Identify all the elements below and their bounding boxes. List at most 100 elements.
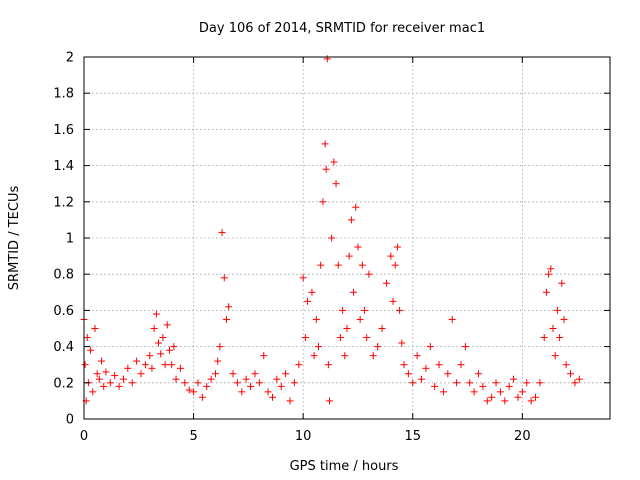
data-point [470,388,478,396]
data-point [400,361,408,369]
data-point [304,297,312,305]
x-tick-label: 20 [514,429,531,444]
data-point [111,372,119,380]
data-point [286,397,294,405]
x-axis-label: GPS time / hours [290,459,399,474]
data-point [207,375,215,383]
x-tick-label: 15 [404,429,421,444]
data-point [119,375,127,383]
data-point [343,325,351,332]
data-point [409,379,417,387]
data-point [89,388,97,396]
data-point [510,375,518,383]
data-point [155,339,163,347]
data-point [365,270,373,278]
data-point [350,288,358,296]
data-point [466,379,474,387]
data-point [319,198,327,206]
data-point [361,306,369,314]
y-tick-label: 0 [66,413,74,428]
data-point [439,388,447,396]
data-point [146,352,154,360]
x-tick-label: 5 [189,429,197,444]
data-point [322,165,330,173]
data-point [214,357,222,365]
data-point [124,364,132,372]
data-point [323,55,331,63]
data-point [229,370,237,378]
data-point [347,216,355,224]
data-point [172,375,180,383]
data-point [387,252,395,260]
data-point [431,382,439,390]
data-point [369,352,377,360]
data-point [233,379,241,387]
data-point [203,382,211,390]
data-point [479,382,487,390]
data-point [345,252,353,260]
data-point [562,361,570,369]
data-point [181,379,189,387]
data-point [321,140,329,148]
y-tick-label: 0.4 [53,340,74,355]
data-point [545,270,553,278]
data-point [251,370,259,378]
data-point [527,397,535,405]
data-point [514,393,522,401]
data-point [571,379,579,387]
data-point [531,393,539,401]
data-point [339,306,347,314]
data-point [255,379,263,387]
data-point [315,343,323,351]
data-point [382,279,390,287]
data-point [301,334,309,342]
data-point [556,334,564,342]
data-point [352,203,360,211]
data-point [98,357,106,365]
data-point [91,325,99,332]
y-tick-label: 0.6 [53,304,74,319]
data-point [277,382,285,390]
x-tick-label: 0 [80,429,88,444]
data-point [483,397,491,405]
data-point [461,343,469,351]
data-point [238,388,246,396]
data-point [225,303,233,311]
data-point [247,382,255,390]
data-point [150,325,158,332]
data-point [148,364,156,372]
data-point [378,325,386,332]
data-point [457,361,465,369]
data-point [198,393,206,401]
data-point [426,343,434,351]
data-point [273,375,281,383]
data-point [501,397,509,405]
data-point [220,274,228,282]
data-point [492,379,500,387]
data-point [363,334,371,342]
data-point [185,386,193,394]
data-point [218,229,226,237]
data-point [282,370,290,378]
data-point [133,357,141,365]
data-point [396,306,404,314]
data-point [176,364,184,372]
y-tick-label: 1 [66,232,74,247]
data-point [312,315,320,323]
data-point [141,361,149,369]
data-point [422,364,430,372]
y-tick-label: 1.4 [53,159,74,174]
data-point [332,180,340,188]
data-point [418,375,426,383]
data-point [102,368,110,376]
data-point [152,310,160,318]
data-point [324,361,332,369]
x-tick-label: 10 [295,429,312,444]
data-point [106,379,114,387]
data-point [290,379,298,387]
data-point [317,261,325,269]
y-tick-label: 0.8 [53,268,74,283]
data-point [157,350,165,358]
chart-title: Day 106 of 2014, SRMTID for receiver mac… [199,21,485,36]
data-point [325,397,333,405]
